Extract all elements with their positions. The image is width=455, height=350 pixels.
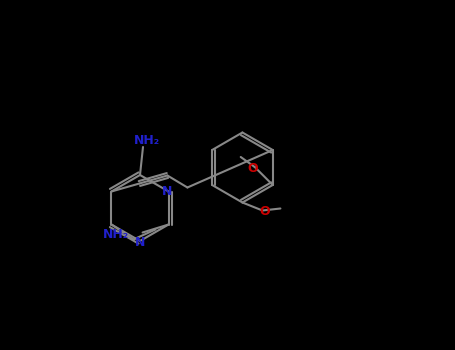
Text: O: O xyxy=(248,161,258,175)
Text: O: O xyxy=(259,205,270,218)
Text: NH₂: NH₂ xyxy=(102,228,129,241)
Text: N: N xyxy=(135,237,145,250)
Text: NH₂: NH₂ xyxy=(134,133,160,147)
Text: N: N xyxy=(162,185,172,198)
